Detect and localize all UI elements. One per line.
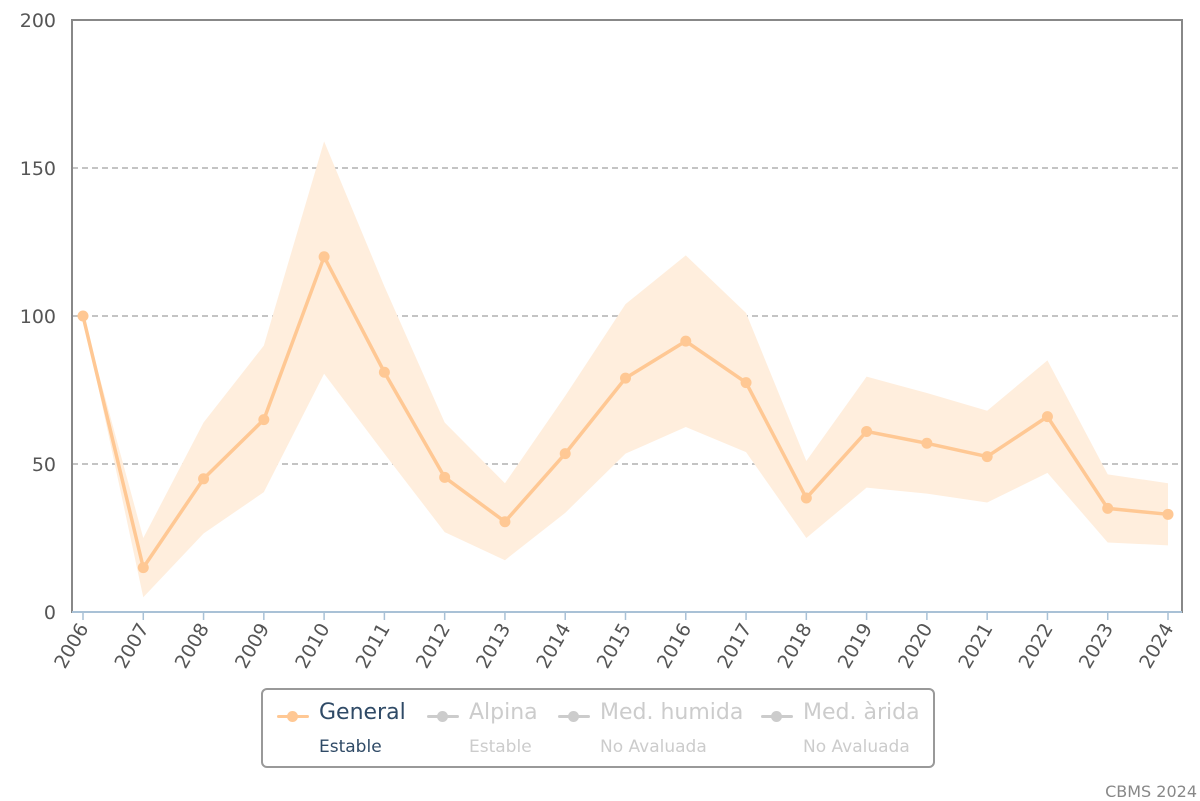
data-point[interactable] [981,451,993,463]
legend-label: Alpina [469,700,538,725]
confidence-band-area [83,141,1168,598]
legend-status: No Avaluada [600,737,707,757]
x-tick-label: 2010 [291,620,334,673]
data-point[interactable] [800,492,812,504]
data-point[interactable] [620,372,631,384]
legend-status: Estable [469,737,532,757]
data-point[interactable] [258,414,270,426]
legend-symbol-general [277,711,309,722]
x-tick-label: 2024 [1135,620,1178,673]
axes [71,19,1183,620]
data-point[interactable] [499,516,511,528]
legend: General Estable Alpina Estable Med. humi… [261,688,935,768]
data-point[interactable] [318,251,330,263]
series-general[interactable] [77,251,1174,574]
x-tick-label: 2015 [593,620,636,673]
y-tick-label: 200 [20,10,56,32]
x-tick-label: 2018 [773,620,816,673]
legend-symbol-med-arida [761,711,793,722]
legend-label: Med. àrida [803,700,920,725]
x-axis-ticks: 2006 2007 2008 2009 2010 2011 2012 2013 2014 2015… [50,620,1178,673]
data-point[interactable] [1102,502,1114,514]
data-point[interactable] [861,425,873,437]
confidence-band [83,141,1168,598]
x-tick-label: 2008 [171,620,214,673]
x-tick-label: 2022 [1015,620,1058,673]
data-point[interactable] [740,377,752,389]
legend-symbol-alpina [427,711,459,722]
y-tick-label: 100 [20,306,56,328]
data-point[interactable] [1162,508,1174,520]
x-tick-label: 2019 [834,620,877,673]
data-point[interactable] [198,473,210,485]
x-tick-label: 2014 [532,620,575,673]
data-point[interactable] [1041,411,1053,423]
x-tick-label: 2012 [412,620,455,673]
y-axis-ticks: 0 50 100 150 200 [20,10,56,624]
data-point[interactable] [137,562,149,574]
data-point[interactable] [378,366,390,378]
y-tick-label: 0 [44,602,56,624]
x-tick-label: 2006 [50,620,93,673]
x-tick-label: 2021 [954,620,997,673]
data-point[interactable] [680,335,692,347]
legend-status: No Avaluada [803,737,910,757]
y-tick-label: 150 [20,158,56,180]
x-tick-label: 2020 [894,620,937,673]
data-point[interactable] [439,471,451,483]
y-tick-label: 50 [32,454,56,476]
x-tick-label: 2017 [713,620,756,673]
data-point[interactable] [77,310,89,322]
x-tick-label: 2011 [351,620,394,673]
credit-text[interactable]: CBMS 2024 [1105,782,1197,801]
x-tick-label: 2016 [653,620,696,673]
x-tick-label: 2023 [1075,620,1118,673]
legend-status: Estable [319,737,382,757]
legend-label: Med. humida [600,700,744,725]
x-tick-label: 2007 [110,620,153,673]
x-tick-label: 2013 [472,620,515,673]
legend-label: General [319,700,406,725]
x-tick-label: 2009 [231,620,274,673]
data-point[interactable] [559,448,571,460]
data-point[interactable] [921,437,933,449]
legend-symbol-med-humida [558,711,590,722]
